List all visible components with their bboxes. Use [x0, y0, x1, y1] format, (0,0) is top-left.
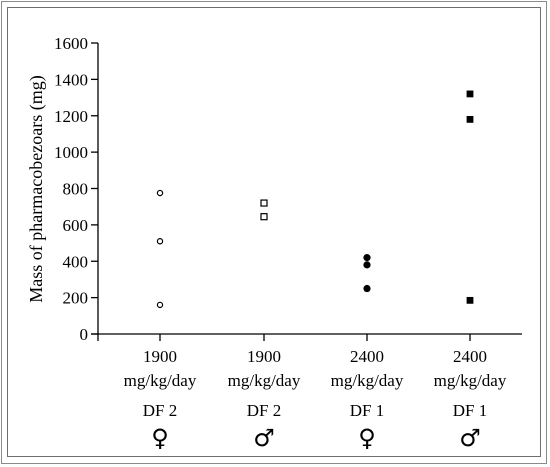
category-group-label: DF 2 [247, 401, 281, 420]
data-point-open-square [260, 213, 268, 221]
data-points [156, 90, 474, 309]
data-point-open-circle [156, 189, 164, 197]
data-point-filled-square [466, 90, 474, 98]
category-group-label: DF 2 [143, 401, 177, 420]
data-point-open-square [260, 199, 268, 207]
data-point-open-circle [156, 238, 164, 245]
data-point-filled-square [466, 296, 474, 304]
category-group-label: DF 1 [453, 401, 487, 420]
data-point-filled-circle [363, 284, 371, 293]
data-point-filled-square [466, 115, 474, 123]
axes [91, 43, 522, 341]
category-unit-label: mg/kg/day [331, 371, 404, 390]
y-tick-label: 800 [63, 180, 89, 199]
category-sex-symbol: ♂ [459, 424, 481, 452]
y-tick-label: 1400 [54, 70, 88, 89]
category-dose-label: 1900 [247, 347, 281, 366]
category-unit-label: mg/kg/day [124, 371, 197, 390]
y-tick-label: 1000 [54, 143, 88, 162]
category-sex-symbol: ♀ [358, 424, 376, 452]
y-tick-label: 0 [80, 325, 89, 344]
figure-inner-border [7, 7, 541, 457]
y-axis-ticks: 0 200 400 600 800 1000 1200 1400 1600 [54, 34, 98, 344]
y-tick-label: 1600 [54, 34, 88, 53]
category-dose-label: 1900 [143, 347, 177, 366]
data-point-open-circle [156, 301, 164, 309]
y-tick-label: 400 [63, 252, 89, 271]
category-sex-symbol: ♂ [253, 424, 275, 452]
y-tick-label: 600 [63, 216, 89, 235]
data-point-filled-circle [363, 261, 371, 269]
data-point-filled-circle [363, 254, 371, 262]
category-sex-symbol: ♀ [151, 424, 169, 452]
x-axis-categories: 1900 mg/kg/day DF 2 ♀ 1900 mg/kg/day DF 2 ♂ 2400… [124, 334, 507, 452]
category-unit-label: mg/kg/day [434, 371, 507, 390]
category-unit-label: mg/kg/day [228, 371, 301, 390]
category-group-label: DF 1 [350, 401, 384, 420]
category-dose-label: 2400 [350, 347, 384, 366]
y-axis-title: Mass of pharmacobezoars (mg) [26, 75, 47, 302]
category-dose-label: 2400 [453, 347, 487, 366]
y-tick-label: 200 [63, 289, 89, 308]
y-tick-label: 1200 [54, 107, 88, 126]
